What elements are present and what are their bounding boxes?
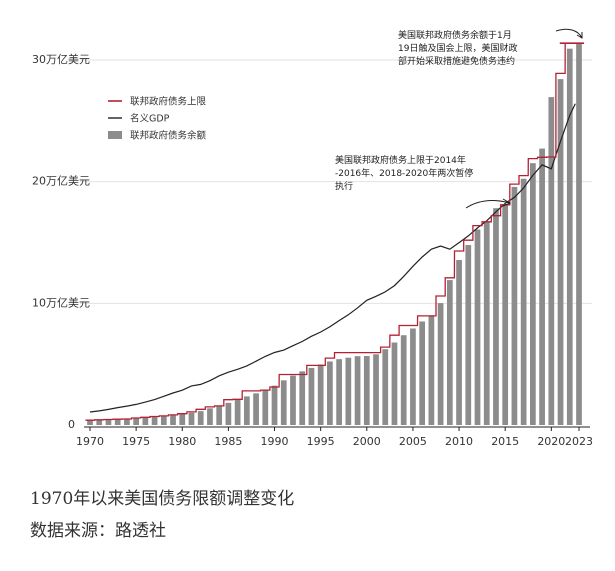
x-tick-label: 1975 (122, 435, 150, 448)
debt-bar (299, 371, 306, 425)
debt-bar (170, 414, 176, 425)
debt-bar (446, 280, 453, 425)
x-tick-label: 1985 (214, 435, 242, 448)
debt-bar (456, 260, 462, 425)
debt-bar (428, 315, 435, 425)
debt-bar (96, 420, 103, 425)
debt-bar (179, 413, 186, 425)
debt-bar (548, 97, 555, 425)
legend-label: 联邦政府债务余额 (130, 130, 207, 142)
x-tick-label: 2000 (353, 435, 381, 448)
x-tick-label: 2010 (445, 435, 473, 448)
debt-bar (576, 42, 582, 425)
debt-ceiling-chart: 0 10万亿美元 20万亿美元 30万亿美元 1970 1975 1980 1985 1990… (32, 28, 593, 448)
debt-bar (539, 148, 545, 425)
debt-bar (400, 335, 407, 425)
debt-bar (142, 417, 149, 425)
debt-bar (410, 328, 416, 425)
debt-bar (280, 380, 287, 425)
figure-caption-title: 1970年以来美国债务限额调整变化 (30, 489, 295, 509)
x-tick-label: 2020 (537, 435, 565, 448)
x-tick-label: 2015 (491, 435, 519, 448)
x-axis-labels: 1970 1975 1980 1985 1990 1995 2000 2005 2010 2015… (76, 435, 593, 448)
annotation-arrow-suspension (465, 198, 512, 209)
annotation-debt-limit-line: 美国联邦政府债务余额于1月 (398, 29, 512, 41)
debt-bar (327, 361, 333, 425)
annotations: 美国联邦政府债务余额于1月19日触及国会上限，美国财政部开始采取措施避免债务违约… (335, 29, 517, 192)
annotation-suspension-line: -2016年、2018-2020年两次暂停 (335, 167, 473, 179)
legend-swatch-debt (108, 131, 122, 139)
debt-bar (271, 385, 278, 425)
annotation-debt-limit-line: 19日触及国会上限，美国财政 (398, 42, 517, 54)
x-tick-label: 1970 (76, 435, 104, 448)
debt-bar (197, 411, 204, 425)
debt-bar (530, 163, 536, 425)
debt-bar (243, 396, 250, 425)
debt-bar (502, 204, 509, 425)
debt-bar (391, 342, 398, 425)
y-axis-labels: 0 10万亿美元 20万亿美元 30万亿美元 (32, 53, 90, 431)
debt-bar (151, 416, 158, 425)
annotation-suspension-line: 执行 (335, 180, 353, 192)
debt-bar (474, 229, 481, 425)
debt-bar (493, 208, 499, 425)
y-tick-label: 30万亿美元 (32, 53, 90, 66)
debt-bar (557, 79, 564, 425)
debt-bar (253, 393, 259, 425)
figure-caption-source: 数据来源：路透社 (30, 521, 166, 541)
debt-bars (87, 42, 582, 426)
debt-bar (160, 415, 167, 425)
annotation-suspension-line: 美国联邦政府债务上限于2014年 (335, 154, 466, 166)
debt-bar (216, 406, 223, 425)
debt-bar (437, 303, 444, 425)
x-tick-label: 2023 (565, 435, 593, 448)
debt-bar (105, 419, 112, 425)
debt-bar (483, 221, 490, 425)
debt-bar (566, 48, 573, 426)
debt-bar (87, 420, 93, 425)
debt-bar (225, 402, 232, 425)
y-tick-label: 0 (68, 418, 75, 431)
y-tick-label: 20万亿美元 (32, 175, 90, 188)
debt-bar (290, 375, 296, 425)
x-tick-label: 1990 (261, 435, 289, 448)
x-axis-ticks (89, 427, 580, 431)
debt-bar (345, 357, 352, 425)
debt-bar (336, 359, 342, 425)
annotation-debt-limit-line: 部开始采取措施避免债务违约 (398, 55, 515, 67)
debt-bar (207, 408, 213, 425)
debt-bar (124, 419, 130, 425)
legend-label: 名义GDP (130, 113, 170, 125)
debt-bar (308, 367, 315, 425)
debt-bar (188, 412, 195, 425)
legend-label: 联邦政府债务上限 (130, 96, 207, 108)
debt-bar (465, 245, 472, 425)
debt-bar (382, 349, 389, 425)
x-tick-label: 2005 (399, 435, 427, 448)
debt-bar (133, 418, 139, 425)
debt-bar (262, 390, 269, 425)
debt-bar (234, 399, 241, 425)
debt-bar (419, 321, 426, 425)
debt-bar (363, 356, 370, 425)
debt-bar (511, 186, 518, 425)
x-tick-label: 1980 (168, 435, 196, 448)
y-tick-label: 10万亿美元 (32, 296, 90, 309)
ceiling-step-line (85, 42, 584, 421)
x-tick-label: 1995 (307, 435, 335, 448)
debt-bar (520, 178, 527, 425)
debt-bar (114, 419, 121, 425)
gdp-line (89, 103, 576, 413)
debt-bar (373, 354, 379, 425)
debt-bar (317, 364, 324, 425)
debt-bar (354, 356, 361, 425)
annotation-arrow-debt-limit (555, 28, 583, 39)
